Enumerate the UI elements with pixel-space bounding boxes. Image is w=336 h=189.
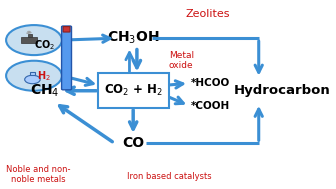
Text: Noble and non-
noble metals: Noble and non- noble metals: [6, 165, 71, 184]
Text: Hydrocarbon: Hydrocarbon: [234, 84, 330, 97]
Text: CH$_3$OH: CH$_3$OH: [107, 30, 160, 46]
Text: Iron based catalysts: Iron based catalysts: [127, 172, 211, 181]
Text: *COOH: *COOH: [191, 101, 230, 111]
Ellipse shape: [27, 31, 31, 33]
Text: Metal
oxide: Metal oxide: [169, 51, 194, 70]
Polygon shape: [28, 34, 32, 37]
Ellipse shape: [28, 32, 32, 33]
FancyBboxPatch shape: [63, 27, 70, 32]
Ellipse shape: [25, 75, 40, 84]
FancyBboxPatch shape: [97, 73, 169, 108]
FancyBboxPatch shape: [61, 26, 72, 90]
Ellipse shape: [26, 32, 30, 34]
Text: Zeolites: Zeolites: [185, 9, 230, 19]
Text: CO$_2$: CO$_2$: [34, 38, 55, 52]
Ellipse shape: [6, 61, 62, 91]
Polygon shape: [21, 37, 37, 43]
Text: CO: CO: [122, 136, 144, 150]
Text: CO$_2$ + H$_2$: CO$_2$ + H$_2$: [104, 83, 163, 98]
Text: CH$_4$: CH$_4$: [30, 83, 59, 99]
Text: *HCOO: *HCOO: [191, 78, 230, 88]
Polygon shape: [30, 72, 35, 75]
Text: H$_2$: H$_2$: [37, 69, 51, 83]
Ellipse shape: [6, 25, 62, 55]
